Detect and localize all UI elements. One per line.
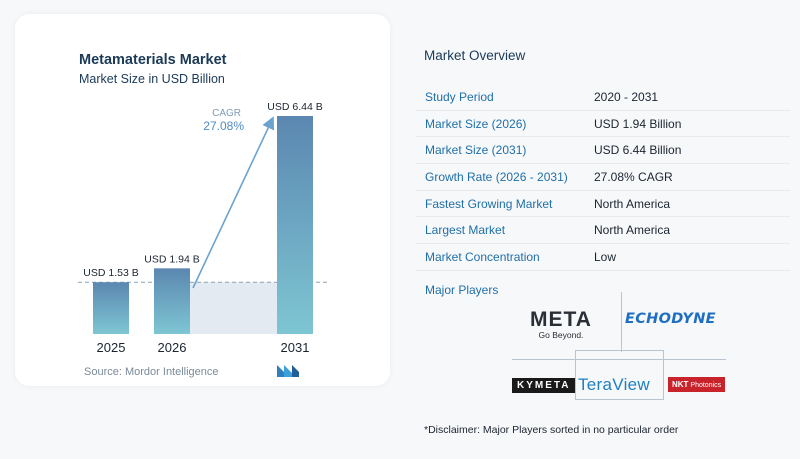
overview-value: North America <box>594 196 671 211</box>
grid-divider <box>575 350 576 400</box>
x-tick-2031: 2031 <box>281 340 310 355</box>
major-players-title: Major Players <box>425 283 499 297</box>
nkt-photonics-logo: NKT Photonics <box>668 377 726 392</box>
overview-row: Market Size (2031) USD 6.44 Billion <box>416 137 790 165</box>
bar-2026 <box>154 268 190 334</box>
teraview-logo: TeraView <box>578 375 651 394</box>
grid-divider <box>663 350 664 400</box>
overview-value: Low <box>594 250 617 265</box>
overview-key: Market Size (2031) <box>425 143 527 158</box>
source-label: Source: <box>84 366 122 378</box>
source-value: Mordor Intelligence <box>124 366 219 378</box>
x-tick-2025: 2025 <box>97 340 126 355</box>
overview-row: Fastest Growing Market North America <box>416 191 790 218</box>
grid-divider <box>621 292 622 352</box>
grid-divider <box>575 350 664 351</box>
bar-2025 <box>93 282 129 334</box>
bar-2031 <box>277 116 313 334</box>
overview-value: USD 1.94 Billion <box>594 116 682 131</box>
overview-row: Growth Rate (2026 - 2031) 27.08% CAGR <box>416 164 790 191</box>
overview-value: North America <box>594 223 671 238</box>
nkt-logo-word: NKT <box>672 380 689 389</box>
overview-key: Market Size (2026) <box>425 116 527 131</box>
overview-value: 27.08% CAGR <box>594 170 673 185</box>
kymeta-logo: KYMETA <box>512 378 576 393</box>
nkt-logo-sub: Photonics <box>690 382 722 389</box>
overview-row: Market Size (2026) USD 1.94 Billion <box>416 111 790 138</box>
bar-label-2031: USD 6.44 B <box>267 101 322 113</box>
overview-key: Largest Market <box>425 223 506 238</box>
players-logo-grid: META Go Beyond. ECHODYNE KYMETA TeraView… <box>508 292 730 404</box>
overview-key: Market Concentration <box>425 250 540 265</box>
chart-title: Metamaterials Market <box>79 52 227 68</box>
meta-logo: META Go Beyond. <box>530 308 592 340</box>
overview-row: Largest Market North America <box>416 217 790 245</box>
bar-label-2026: USD 1.94 B <box>144 253 199 265</box>
overview-key: Study Period <box>425 90 494 104</box>
cagr-label: CAGR <box>212 108 241 119</box>
overview-value: USD 6.44 Billion <box>594 143 682 158</box>
overview-row: Market Concentration Low <box>416 244 790 271</box>
cagr-value: 27.08% <box>203 119 244 133</box>
overview-value: 2020 - 2031 <box>594 90 659 104</box>
chart-subtitle: Market Size in USD Billion <box>79 72 225 86</box>
shaded-region <box>190 282 277 334</box>
overview-row: Study Period 2020 - 2031 <box>416 84 790 111</box>
overview-key: Growth Rate (2026 - 2031) <box>425 170 568 185</box>
overview-table: Study Period 2020 - 2031 Market Size (2026… <box>416 84 790 271</box>
meta-logo-tagline: Go Beyond. <box>538 330 584 340</box>
meta-logo-word: META <box>530 308 592 331</box>
grid-divider <box>575 399 664 400</box>
disclaimer: *Disclaimer: Major Players sorted in no … <box>424 424 679 436</box>
x-tick-2026: 2026 <box>158 340 187 355</box>
echodyne-logo: ECHODYNE <box>625 311 716 327</box>
overview-key: Fastest Growing Market <box>425 196 553 211</box>
mordor-logo-icon <box>277 365 299 377</box>
cagr-arrow <box>192 116 275 289</box>
overview-title: Market Overview <box>424 48 526 63</box>
bar-label-2025: USD 1.53 B <box>83 267 138 279</box>
source-note: Source: Mordor Intelligence <box>84 366 219 378</box>
grid-divider <box>512 359 726 360</box>
